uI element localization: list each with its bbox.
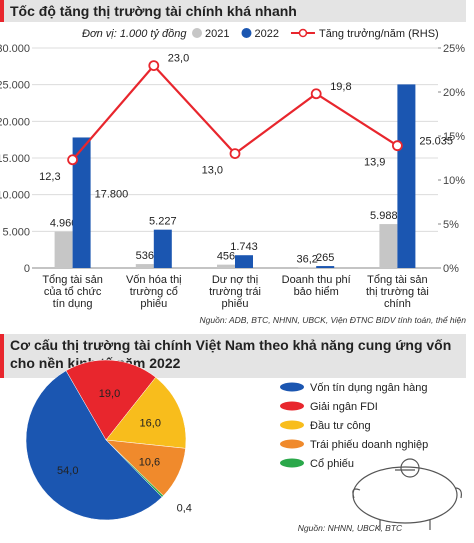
y-tick-label: 30.000: [0, 43, 30, 55]
label-line: Tổng tài sản: [367, 274, 428, 286]
pig-icon: [352, 458, 462, 530]
y2-tick-label: 15%: [443, 131, 465, 143]
label-line: Dư nợ thị: [212, 274, 258, 286]
y2-tick-label: 25%: [443, 43, 465, 55]
legend-label: 2021: [205, 28, 229, 40]
x-tick-label: Dư nợ thị trường trái phiếu: [209, 274, 261, 310]
x-tick-label: Doanh thu phí bảo hiểm: [282, 274, 351, 298]
y2-tick-label: 20%: [443, 87, 465, 99]
bar: [135, 264, 154, 268]
y2-tick-label: 5%: [443, 219, 459, 231]
x-tick-label: Tổng tài sản thị trường tài chính: [366, 274, 429, 310]
label-line: bảo hiểm: [294, 286, 339, 298]
legend-label: Đầu tư công: [310, 420, 371, 432]
label-line: của tổ chức: [44, 286, 102, 298]
legend-label: Cổ phiếu: [310, 458, 354, 470]
y2-tick-label: 10%: [443, 175, 465, 187]
line-marker: [391, 140, 403, 152]
bar: [379, 224, 398, 268]
value-label: 536: [136, 250, 154, 262]
line-label: 23,0: [168, 53, 189, 65]
legend-marker: [280, 458, 304, 468]
x-tick-label: Tổng tài sản của tổ chức tín dụng: [42, 274, 103, 310]
label-line: tín dụng: [53, 298, 93, 310]
label-line: trường cổ: [130, 286, 178, 298]
pie-slice: [25, 370, 163, 521]
legend-marker: [192, 28, 202, 38]
y-tick-label: 25.000: [0, 80, 30, 92]
pie-slice: [65, 359, 157, 441]
line-label: 12,3: [39, 171, 60, 183]
legend-label: Vốn tín dụng ngân hàng: [310, 382, 427, 394]
bar: [54, 231, 73, 268]
bar: [235, 255, 253, 268]
slice-label: 10,6: [139, 456, 160, 468]
label-line: Doanh thu phí: [282, 274, 351, 286]
chart-title: Tốc độ tăng thị trường tài chính khá nha…: [0, 0, 466, 22]
slice-label: 19,0: [99, 388, 120, 400]
source: Nguồn: NHNN, UBCK, BTC: [298, 523, 403, 533]
value-label: 17.800: [95, 188, 129, 200]
line-marker: [148, 60, 160, 71]
line-label: 19,8: [330, 81, 351, 93]
y-tick-label: 20.000: [0, 116, 30, 128]
y-tick-label: 15.000: [0, 153, 30, 165]
value-label: 456: [217, 251, 235, 263]
label-line: thị trường tài: [366, 286, 429, 298]
legend-label: Trái phiếu doanh nghiệp: [310, 439, 428, 451]
bar: [72, 137, 91, 268]
unit-note: Đơn vị: 1.000 tỷ đồng: [82, 28, 187, 40]
bar: [316, 266, 335, 268]
label-line: phiếu: [222, 298, 249, 310]
legend-label: Giải ngân FDI: [310, 401, 378, 413]
legend-marker: [280, 401, 304, 411]
label-line: Tổng tài sản: [42, 274, 103, 286]
line-marker: [229, 148, 241, 160]
pie-slice: [105, 376, 187, 449]
value-label: 4.960: [50, 218, 78, 230]
label-line: chính: [384, 298, 411, 310]
value-label: 5.227: [149, 216, 177, 228]
legend-label: 2022: [254, 28, 278, 40]
bar: [153, 229, 172, 268]
legend-marker: [280, 382, 304, 392]
legend-marker: [298, 28, 308, 38]
slice-label: 54,0: [57, 465, 78, 477]
value-label: 265: [316, 252, 334, 264]
legend-marker: [280, 420, 304, 430]
line: [71, 63, 398, 161]
y2-tick-label: 0%: [443, 263, 459, 275]
y-tick-label: 5.000: [2, 226, 30, 238]
slice-label: 16,0: [140, 417, 161, 429]
source: Nguồn: ADB, BTC, NHNN, UBCK, Viện ĐTNC B…: [200, 315, 467, 325]
label-line: Vốn hóa thị: [126, 274, 182, 286]
y-tick-label: 10.000: [0, 190, 30, 202]
value-label: 1.743: [230, 241, 258, 253]
label-line: trường trái: [209, 286, 261, 298]
legend-marker: [241, 28, 252, 38]
label-line: phiếu: [140, 298, 167, 310]
bar: [217, 264, 235, 268]
y-tick-label: 0: [24, 263, 30, 275]
legend-label: Tăng trưởng/năm (RHS): [319, 28, 439, 40]
value-label: 25.035: [419, 135, 453, 147]
x-tick-label: Vốn hóa thị trường cổ phiếu: [126, 274, 182, 310]
value-label: 36,2: [296, 254, 317, 266]
legend-marker: [280, 439, 304, 449]
line-marker: [310, 88, 322, 100]
slice-label: 0,4: [177, 502, 192, 514]
line-marker: [67, 154, 78, 166]
bar: [397, 84, 416, 268]
line-label: 13,9: [364, 157, 385, 169]
line-label: 13,0: [202, 165, 223, 177]
